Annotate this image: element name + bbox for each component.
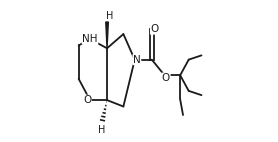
Text: N: N: [133, 55, 141, 65]
Text: O: O: [162, 73, 170, 83]
Polygon shape: [106, 22, 108, 48]
Text: NH: NH: [82, 34, 98, 44]
Text: H: H: [106, 11, 114, 21]
Text: O: O: [150, 24, 159, 34]
Text: H: H: [98, 125, 106, 135]
Text: O: O: [83, 95, 91, 105]
